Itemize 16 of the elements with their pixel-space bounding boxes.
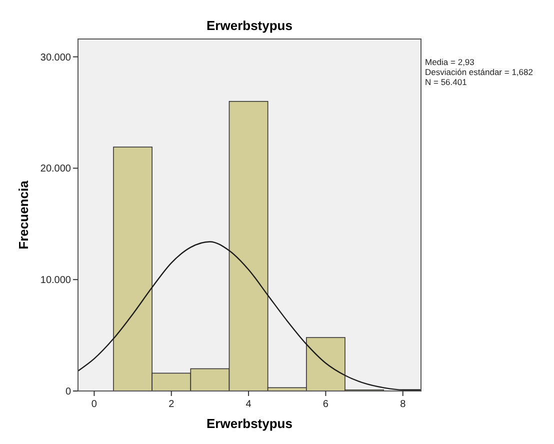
y-tick-label: 10.000 [40,275,72,286]
chart-title: Erwerbstypus [206,18,292,33]
y-tick-label: 20.000 [40,164,72,175]
x-tick-label: 8 [400,399,406,410]
x-tick-label: 6 [322,399,329,410]
x-tick-label: 4 [246,399,252,410]
y-axis-title: Frecuencia [16,180,31,250]
x-tick-label: 0 [91,399,98,410]
text: Desviación estándar = 1,682 [425,67,534,77]
x-axis-title: Erwerbstypus [206,416,292,431]
text: N = 56.401 [425,77,468,87]
y-tick-label: 0 [65,386,72,398]
text: Media = 2,93 [425,57,475,67]
x-tick-label: 2 [168,399,175,410]
line-series [77,241,422,390]
y-tick-label: 30.000 [40,52,72,64]
